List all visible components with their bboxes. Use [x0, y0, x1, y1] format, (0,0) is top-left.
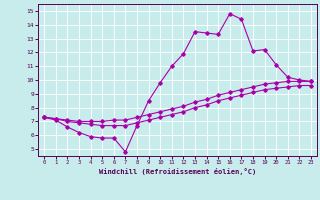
- X-axis label: Windchill (Refroidissement éolien,°C): Windchill (Refroidissement éolien,°C): [99, 168, 256, 175]
